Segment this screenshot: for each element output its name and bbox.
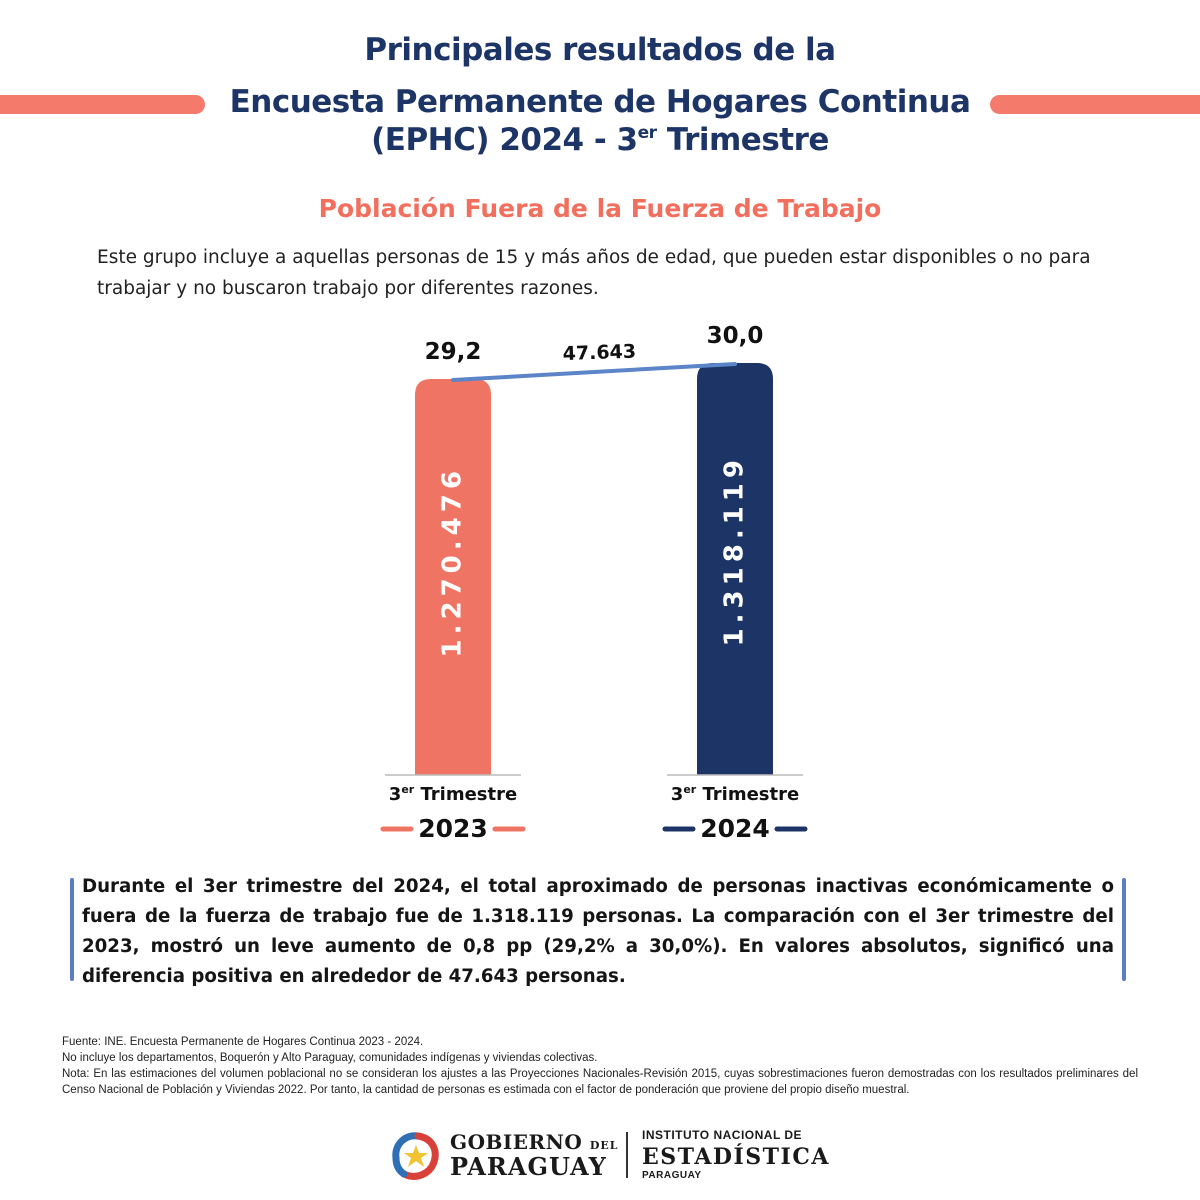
bar-population-label-2024: 1.318.119 [720, 455, 750, 646]
header-title-line3: (EPHC) 2024 - 3er Trimestre [0, 122, 1200, 158]
gobierno-word: GOBIERNO [450, 1130, 583, 1154]
summary-text: Durante el 3er trimestre del 2024, el to… [82, 876, 1114, 987]
ine-line1: INSTITUTO NACIONAL DE [642, 1128, 803, 1142]
header-title-line3-end: Trimestre [656, 122, 830, 158]
bar-2024 [697, 363, 773, 775]
category-label-2024: 3er Trimestre [671, 783, 799, 805]
difference-label: 47.643 [562, 341, 636, 366]
bar-percent-label-2023: 29,2 [425, 339, 482, 365]
bar-percent-label-2024: 30,0 [707, 323, 764, 349]
year-label-2023: 2023 [418, 814, 488, 843]
year-label-2024: 2024 [700, 814, 770, 843]
header-title-line2: Encuesta Permanente de Hogares Continua [229, 84, 971, 120]
footer-logos: GOBIERNO DEL PARAGUAY INSTITUTO NACIONAL… [0, 1120, 1200, 1190]
ine-line3: PARAGUAY [642, 1170, 702, 1181]
header-title-line1: Principales resultados de la [364, 32, 836, 68]
ine-logo: INSTITUTO NACIONAL DE ESTADÍSTICA PARAGU… [642, 1128, 830, 1181]
category-label-2023: 3er Trimestre [389, 783, 517, 805]
footnote-note: Nota: En las estimaciones del volumen po… [62, 1068, 1138, 1096]
logo-divider [626, 1132, 628, 1178]
difference-line [451, 362, 737, 382]
bar-2023 [415, 379, 491, 775]
footnote-source: Fuente: INE. Encuesta Permanente de Hoga… [62, 1036, 424, 1048]
decorative-bar-left [0, 95, 205, 114]
summary-accent-left [70, 878, 74, 981]
bar-chart: 1.270.476 29,2 3er Trimestre 2023 1.318.119 3… [380, 323, 808, 843]
gobierno-del: DEL [589, 1139, 619, 1152]
paraguay-seal-icon [392, 1132, 439, 1180]
section-title: Población Fuera de la Fuerza de Trabajo [318, 194, 882, 223]
summary-accent-right [1122, 878, 1126, 981]
footnotes: Fuente: INE. Encuesta Permanente de Hoga… [62, 1034, 1138, 1098]
decorative-bar-right [990, 95, 1200, 114]
bar-population-label-2023: 1.270.476 [438, 466, 468, 657]
gobierno-paraguay-logo: GOBIERNO DEL PARAGUAY [450, 1130, 618, 1181]
header-title-line3-sup: er [637, 123, 657, 143]
summary-box: Durante el 3er trimestre del 2024, el to… [70, 868, 1126, 987]
header-title-line3-main: (EPHC) 2024 - 3 [371, 122, 638, 158]
intro-text: Este grupo incluye a aquellas personas d… [97, 247, 1091, 299]
ine-line2: ESTADÍSTICA [642, 1144, 830, 1170]
gobierno-country: PARAGUAY [450, 1152, 607, 1181]
footnote-exclusions: No incluye los departamentos, Boquerón y… [62, 1052, 598, 1064]
